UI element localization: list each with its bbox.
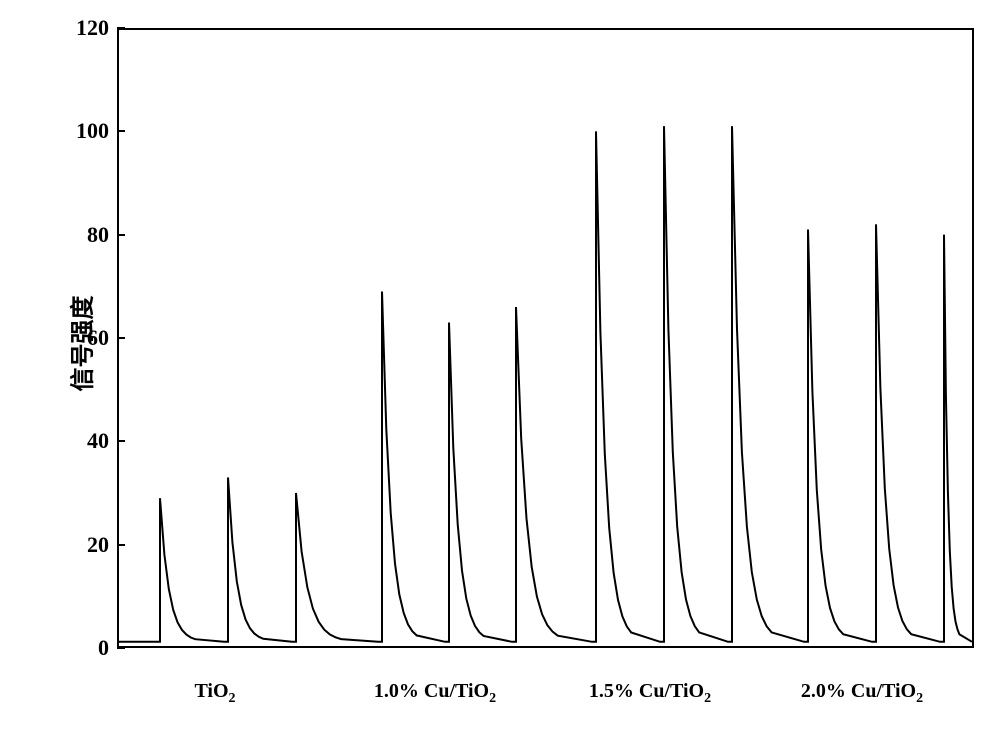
x-group-label: 2.0% Cu/TiO2 [801, 680, 923, 707]
y-tick [117, 647, 125, 649]
y-tick-label: 120 [67, 15, 109, 41]
y-tick [117, 544, 125, 546]
x-group-label: TiO2 [194, 680, 235, 707]
y-tick-label: 20 [67, 532, 109, 558]
y-tick-label: 40 [67, 428, 109, 454]
chart-svg-layer [0, 0, 1000, 729]
y-tick [117, 337, 125, 339]
y-tick-label: 80 [67, 222, 109, 248]
y-tick [117, 27, 125, 29]
y-tick-label: 100 [67, 118, 109, 144]
y-tick-label: 0 [67, 635, 109, 661]
y-tick-label: 60 [67, 325, 109, 351]
signal-trace [119, 126, 972, 642]
y-tick [117, 130, 125, 132]
y-tick [117, 440, 125, 442]
chart-container: 信号强度 020406080100120TiO21.0% Cu/TiO21.5%… [0, 0, 1000, 729]
x-group-label: 1.0% Cu/TiO2 [374, 680, 496, 707]
x-group-label: 1.5% Cu/TiO2 [589, 680, 711, 707]
y-tick [117, 234, 125, 236]
